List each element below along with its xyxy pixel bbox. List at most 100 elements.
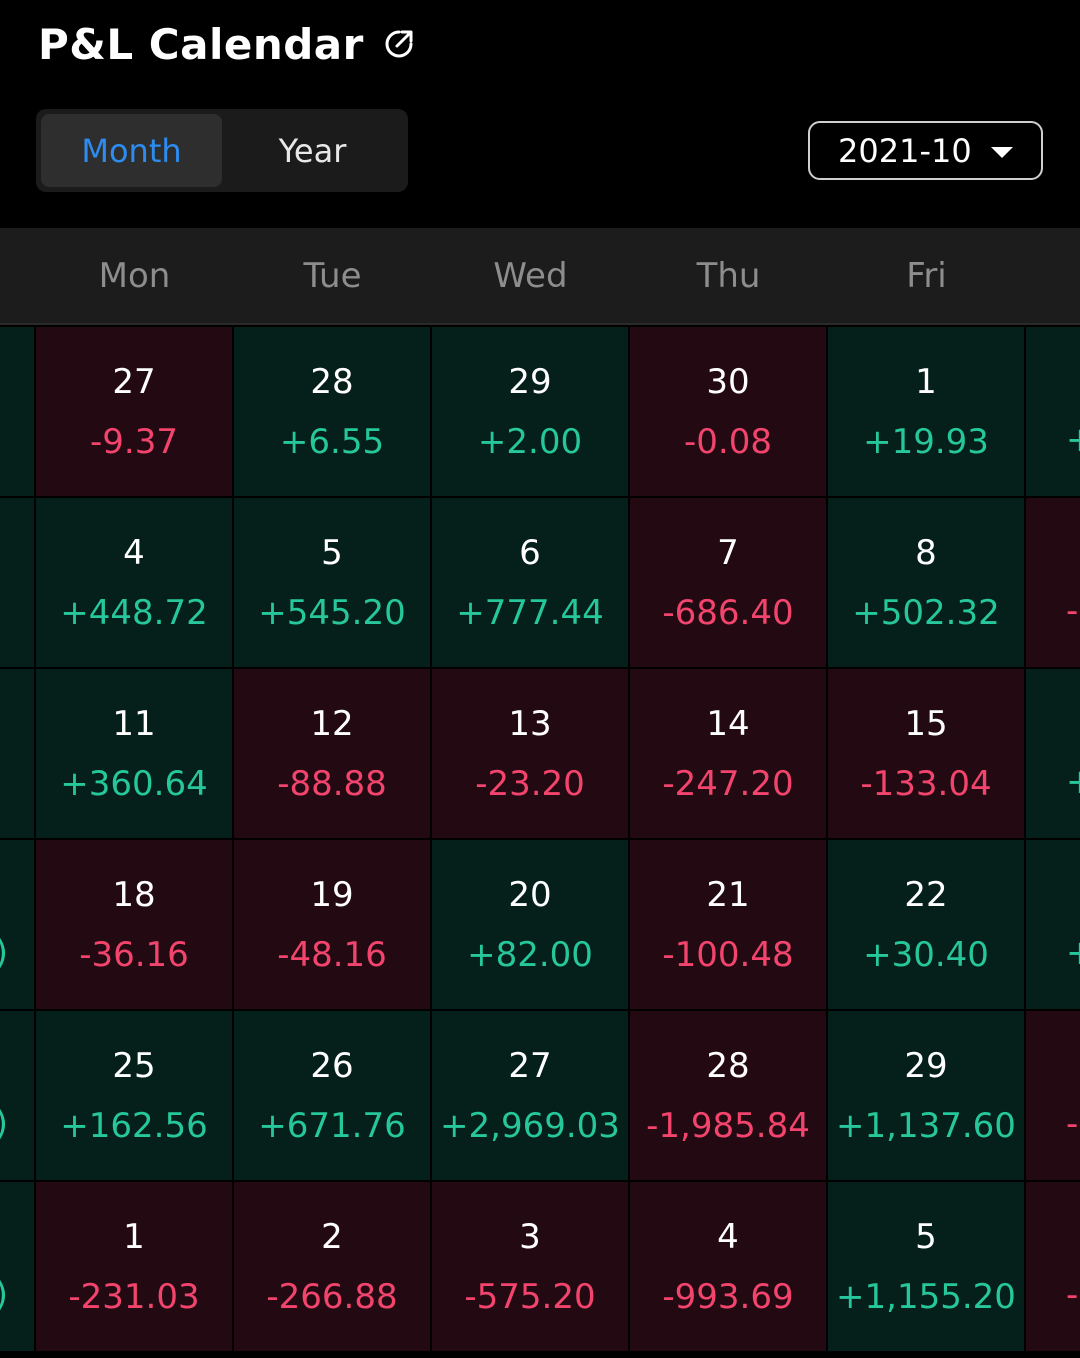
day-cell[interactable]: 18 -36.16 (36, 840, 232, 1009)
day-cell[interactable]: 21 -100.48 (630, 840, 826, 1009)
day-cell-partial-left[interactable] (0, 498, 34, 667)
day-number: 14 (706, 703, 750, 744)
pnl-value: -133.04 (860, 763, 992, 804)
page-title: P&L Calendar (38, 19, 364, 69)
header: P&L Calendar (38, 14, 416, 74)
day-cell-partial-right[interactable]: - (1026, 498, 1080, 667)
pnl-value: +671.76 (258, 1105, 406, 1146)
day-cell[interactable]: 1 -231.03 (36, 1182, 232, 1351)
pnl-value: -575.20 (464, 1276, 596, 1317)
pnl-value: -1,985.84 (646, 1105, 810, 1146)
day-cell[interactable]: 27 +2,969.03 (432, 1011, 628, 1180)
pnl-value: +360.64 (60, 763, 208, 804)
day-number: 4 (123, 532, 145, 573)
pnl-value: +82.00 (467, 934, 593, 975)
day-cell[interactable]: 19 -48.16 (234, 840, 430, 1009)
day-cell-partial-left[interactable] (0, 327, 34, 496)
pnl-value: +1,155.20 (836, 1276, 1016, 1317)
day-cell[interactable]: 7 -686.40 (630, 498, 826, 667)
day-number: 11 (112, 703, 156, 744)
day-number: 28 (310, 361, 354, 402)
pnl-value: -231.03 (68, 1276, 200, 1317)
day-cell[interactable]: 28 +6.55 (234, 327, 430, 496)
day-cell[interactable]: 20 +82.00 (432, 840, 628, 1009)
day-cell-partial-left[interactable] (0, 669, 34, 838)
partial-value: ) (0, 1278, 8, 1312)
day-number: 2 (321, 1216, 343, 1257)
caret-down-icon (991, 147, 1013, 158)
day-number: 19 (310, 874, 354, 915)
day-number: 3 (519, 1216, 541, 1257)
day-cell[interactable]: 1 +19.93 (828, 327, 1024, 496)
day-number: 18 (112, 874, 156, 915)
day-cell[interactable]: 4 +448.72 (36, 498, 232, 667)
partial-value: - (1066, 591, 1079, 631)
day-cell[interactable]: 3 -575.20 (432, 1182, 628, 1351)
pnl-value: +777.44 (456, 592, 604, 633)
day-number: 25 (112, 1045, 156, 1086)
day-cell[interactable]: 28 -1,985.84 (630, 1011, 826, 1180)
day-cell[interactable]: 27 -9.37 (36, 327, 232, 496)
partial-value: - (1066, 1275, 1079, 1315)
day-number: 27 (112, 361, 156, 402)
pnl-value: -100.48 (662, 934, 794, 975)
pnl-value: +448.72 (60, 592, 208, 633)
day-number: 1 (915, 361, 937, 402)
day-cell-partial-right[interactable]: + (1026, 669, 1080, 838)
day-cell[interactable]: 4 -993.69 (630, 1182, 826, 1351)
day-cell[interactable]: 12 -88.88 (234, 669, 430, 838)
pnl-value: -247.20 (662, 763, 794, 804)
day-number: 22 (904, 874, 948, 915)
partial-value: + (1066, 936, 1080, 970)
day-cell[interactable]: 30 -0.08 (630, 327, 826, 496)
day-number: 5 (321, 532, 343, 573)
pnl-value: -88.88 (277, 763, 387, 804)
share-arrow-icon[interactable] (382, 27, 416, 61)
month-select[interactable]: 2021-10 (808, 121, 1043, 180)
day-cell[interactable]: 26 +671.76 (234, 1011, 430, 1180)
day-cell-partial-left[interactable]: ) (0, 1011, 34, 1180)
day-cell-partial-right[interactable]: + (1026, 327, 1080, 496)
pnl-value: -993.69 (662, 1276, 794, 1317)
day-cell-partial-right[interactable]: - (1026, 1182, 1080, 1351)
day-cell[interactable]: 15 -133.04 (828, 669, 1024, 838)
day-cell[interactable]: 6 +777.44 (432, 498, 628, 667)
day-cell[interactable]: 22 +30.40 (828, 840, 1024, 1009)
day-cell[interactable]: 2 -266.88 (234, 1182, 430, 1351)
pnl-value: +6.55 (279, 421, 385, 462)
day-cell[interactable]: 25 +162.56 (36, 1011, 232, 1180)
weekday-label-mon: Mon (98, 255, 171, 296)
day-cell-partial-left[interactable]: ) (0, 840, 34, 1009)
partial-value: ) (0, 1107, 8, 1141)
weekday-header: Mon Tue Wed Thu Fri (0, 228, 1080, 325)
day-cell[interactable]: 29 +1,137.60 (828, 1011, 1024, 1180)
pnl-value: +30.40 (863, 934, 989, 975)
day-cell-partial-left[interactable]: ) (0, 1182, 34, 1351)
month-select-value: 2021-10 (838, 131, 972, 170)
day-number: 5 (915, 1216, 937, 1257)
day-number: 28 (706, 1045, 750, 1086)
pnl-value: +162.56 (60, 1105, 208, 1146)
day-number: 26 (310, 1045, 354, 1086)
day-number: 8 (915, 532, 937, 573)
day-cell-partial-right[interactable]: - (1026, 1011, 1080, 1180)
pnl-value: +545.20 (258, 592, 406, 633)
day-number: 15 (904, 703, 948, 744)
day-cell-partial-right[interactable]: + (1026, 840, 1080, 1009)
month-tab[interactable]: Month (41, 114, 222, 187)
day-cell[interactable]: 29 +2.00 (432, 327, 628, 496)
day-cell[interactable]: 14 -247.20 (630, 669, 826, 838)
day-cell[interactable]: 11 +360.64 (36, 669, 232, 838)
day-cell[interactable]: 5 +545.20 (234, 498, 430, 667)
pnl-value: -48.16 (277, 934, 387, 975)
pnl-value: +1,137.60 (836, 1105, 1016, 1146)
day-cell[interactable]: 13 -23.20 (432, 669, 628, 838)
weekday-label-fri: Fri (906, 255, 947, 296)
year-tab[interactable]: Year (278, 131, 347, 170)
day-cell[interactable]: 8 +502.32 (828, 498, 1024, 667)
day-number: 7 (717, 532, 739, 573)
day-number: 13 (508, 703, 552, 744)
day-number: 21 (706, 874, 750, 915)
day-cell[interactable]: 5 +1,155.20 (828, 1182, 1024, 1351)
pnl-value: -36.16 (79, 934, 189, 975)
